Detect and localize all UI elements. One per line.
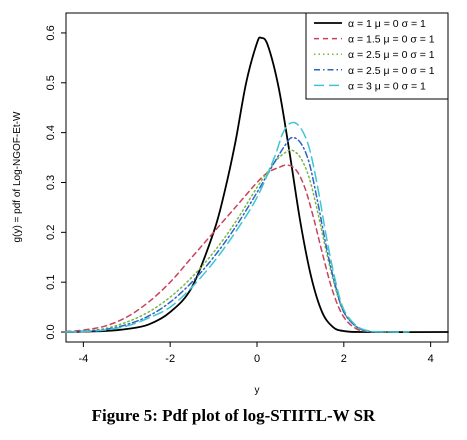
figure-caption: Figure 5: Pdf plot of log-STIITL-W SR <box>91 406 376 425</box>
x-axis-label: y <box>255 385 260 396</box>
series-line-2 <box>65 164 388 333</box>
legend-label: α = 2.5 μ = 0 σ = 1 <box>348 49 435 61</box>
y-tick-label: 0.3 <box>45 175 57 190</box>
x-tick-label: 0 <box>254 353 260 365</box>
series-line-1 <box>65 36 449 334</box>
legend-label: α = 3 μ = 0 σ = 1 <box>348 80 426 92</box>
series-layer <box>65 36 449 334</box>
x-tick-label: 2 <box>341 353 347 365</box>
line-chart: -4 -2 0 2 4 0.0 0.1 0.2 0.3 0.4 0.5 0.6 y g(y) = p… <box>12 12 449 396</box>
x-tick-label: 4 <box>428 353 434 365</box>
x-tick-label: -2 <box>165 353 175 365</box>
y-axis-label: g(y) = pdf of Log-NGOF-Et-W <box>12 111 23 242</box>
y-tick-label: 0.2 <box>45 225 57 240</box>
legend-label: α = 2.5 μ = 0 σ = 1 <box>348 65 435 77</box>
series-line-5 <box>65 121 410 333</box>
y-tick-label: 0.0 <box>45 324 57 339</box>
legend-label: α = 1.5 μ = 0 σ = 1 <box>348 34 435 46</box>
y-axis: 0.0 0.1 0.2 0.3 0.4 0.5 0.6 <box>45 25 66 340</box>
y-tick-label: 0.6 <box>45 25 57 40</box>
legend: α = 1 μ = 0 σ = 1 α = 1.5 μ = 0 σ = 1 α = … <box>305 12 449 100</box>
x-axis: -4 -2 0 2 4 <box>78 342 434 365</box>
y-tick-label: 0.5 <box>45 75 57 90</box>
legend-label: α = 1 μ = 0 σ = 1 <box>348 18 426 30</box>
y-tick-label: 0.4 <box>45 125 57 140</box>
y-tick-label: 0.1 <box>45 275 57 290</box>
x-tick-label: -4 <box>78 353 88 365</box>
series-line-4 <box>65 136 388 333</box>
